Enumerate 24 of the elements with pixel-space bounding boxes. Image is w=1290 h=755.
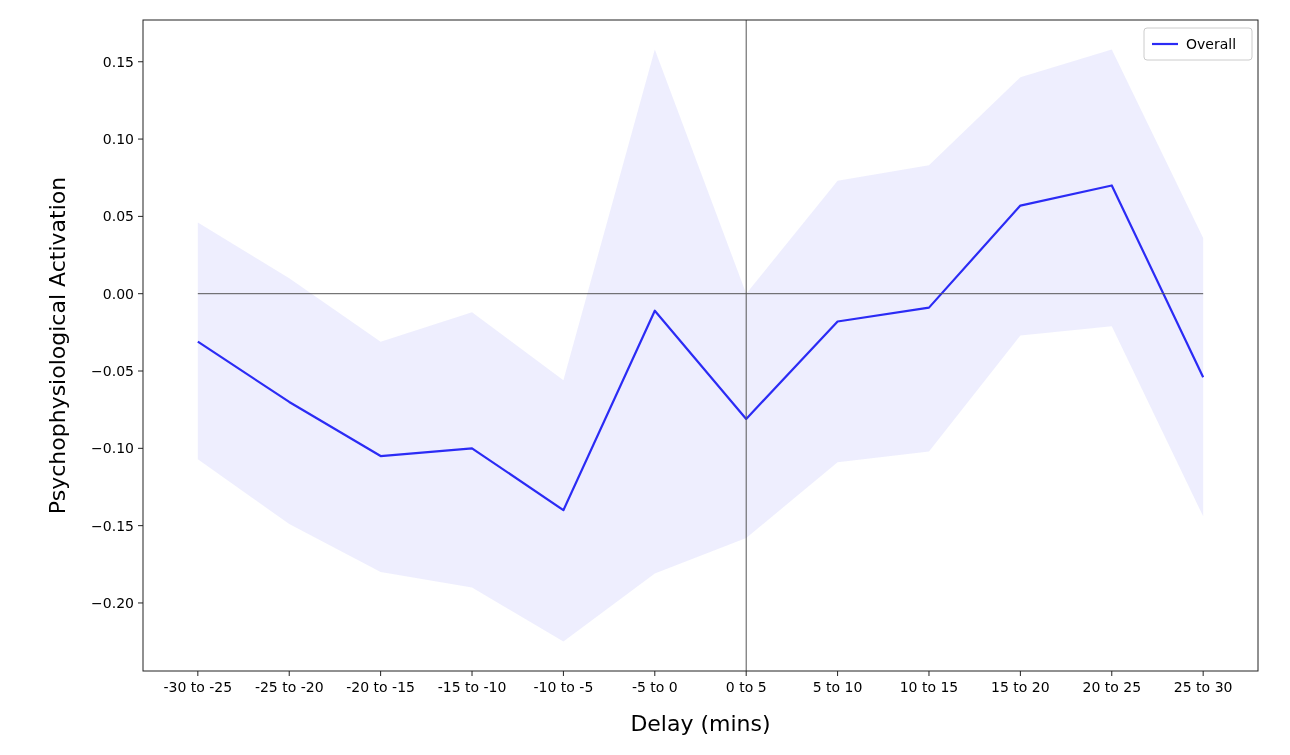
x-tick-label: 15 to 20 [991,679,1050,695]
x-tick-label: 5 to 10 [812,679,863,695]
x-tick-label: 0 to 5 [725,679,767,695]
x-tick-label: 25 to 30 [1173,679,1233,695]
y-tick-label: 0.15 [102,53,134,70]
y-tick-label: −0.15 [91,517,134,534]
x-tick-label: -25 to -20 [254,679,324,695]
x-tick-label: -5 to 0 [631,679,678,695]
y-tick-label: −0.05 [91,362,134,379]
y-tick-label: −0.10 [91,440,134,457]
x-tick-label: -15 to -10 [437,679,507,695]
y-tick-label: 0.10 [102,130,134,147]
x-tick-label: -30 to -25 [163,679,233,695]
y-tick-label: 0.05 [102,208,134,225]
x-tick-label: 10 to 15 [899,679,959,695]
x-tick-label: -10 to -5 [533,679,594,695]
y-tick-label: −0.20 [91,594,134,611]
x-axis-title: Delay (mins) [630,711,771,736]
x-tick-label: -20 to -15 [346,679,415,695]
y-axis-title: Psychophysiological Activation [45,176,70,515]
y-tick-label: 0.00 [102,285,134,302]
x-tick-label: 20 to 25 [1082,679,1142,695]
line-series [196,184,1205,512]
legend-label: Overall [1186,35,1237,52]
